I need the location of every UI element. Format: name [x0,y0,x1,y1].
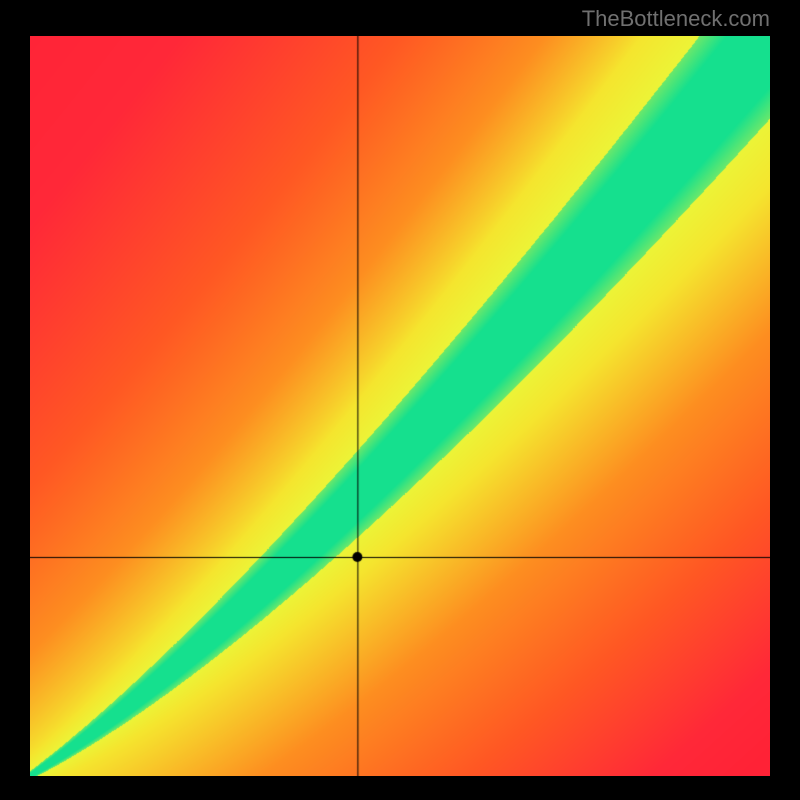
watermark-text: TheBottleneck.com [582,6,770,32]
heatmap-canvas [30,36,770,776]
chart-container: TheBottleneck.com [0,0,800,800]
plot-area [30,36,770,776]
